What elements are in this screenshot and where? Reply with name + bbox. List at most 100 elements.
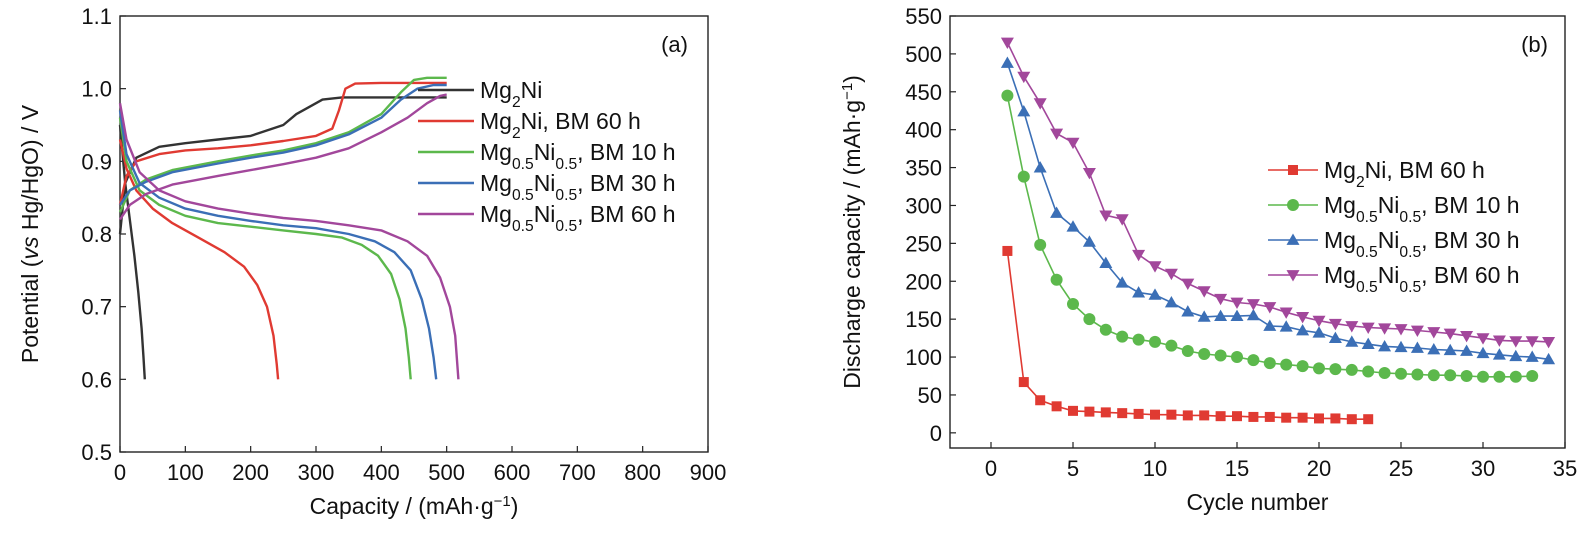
- data-point: [1246, 299, 1260, 311]
- legend-marker: [1286, 233, 1300, 245]
- data-point: [1132, 286, 1146, 298]
- x-tick-label: 15: [1225, 456, 1249, 481]
- data-point: [1099, 323, 1112, 336]
- discharge-curve: [118, 102, 460, 380]
- data-point: [1164, 295, 1178, 308]
- series-3: [118, 83, 447, 380]
- data-point: [1427, 327, 1441, 339]
- y-tick-label: 150: [905, 307, 942, 332]
- data-point: [1460, 344, 1474, 356]
- data-point: [1150, 409, 1160, 420]
- data-point: [1148, 288, 1162, 300]
- data-point: [1248, 411, 1259, 422]
- data-point: [1279, 307, 1293, 319]
- x-axis-title: Capacity / (mAh·g−1): [310, 493, 519, 520]
- data-point: [1132, 249, 1146, 262]
- y-axis-title: Potential (vs Hg/HgO) / V: [17, 104, 43, 363]
- data-point: [1476, 333, 1490, 345]
- data-point: [1460, 370, 1473, 382]
- data-point: [1000, 37, 1014, 50]
- legend-label: Mg0.5Ni0.5, BM 10 h: [480, 139, 676, 173]
- data-point: [1395, 367, 1407, 380]
- charge-curve: [119, 93, 447, 221]
- data-point: [1296, 324, 1310, 336]
- data-point: [1410, 325, 1424, 338]
- x-tick-label: 500: [428, 460, 465, 485]
- data-point: [1542, 337, 1556, 349]
- data-point: [1312, 326, 1326, 338]
- data-point: [1231, 351, 1243, 364]
- data-point: [1476, 346, 1490, 359]
- data-point: [1165, 339, 1178, 352]
- data-point: [1394, 340, 1408, 353]
- data-point: [1296, 360, 1309, 373]
- data-point: [1345, 363, 1358, 376]
- data-point: [1312, 315, 1326, 328]
- data-point: [1296, 312, 1310, 324]
- data-point: [1181, 305, 1195, 317]
- charge-curve: [118, 76, 447, 213]
- series-2: [118, 76, 447, 380]
- charge-curve: [119, 83, 447, 206]
- data-point: [1133, 408, 1144, 419]
- data-point: [1247, 354, 1260, 367]
- data-point: [1117, 408, 1128, 419]
- series-3: [1000, 37, 1556, 349]
- data-point: [1378, 339, 1392, 352]
- data-point: [1411, 368, 1424, 381]
- data-point: [1509, 370, 1522, 383]
- data-point: [1492, 335, 1506, 347]
- data-point: [1330, 413, 1341, 424]
- series-line: [1006, 62, 1549, 361]
- data-point: [1509, 336, 1523, 348]
- legend-marker: [1288, 165, 1298, 175]
- data-point: [1378, 323, 1392, 335]
- legend-label: Mg0.5Ni0.5, BM 60 h: [1324, 262, 1520, 296]
- legend-label: Mg0.5Ni0.5, BM 60 h: [480, 201, 676, 235]
- data-point: [1525, 336, 1539, 348]
- data-point: [1084, 406, 1095, 417]
- data-point: [1230, 297, 1244, 309]
- data-point: [1082, 235, 1096, 247]
- data-point: [1033, 161, 1047, 173]
- series-4: [118, 93, 460, 380]
- data-point: [1361, 322, 1375, 334]
- data-point: [1492, 348, 1506, 360]
- y-tick-label: 0.9: [81, 149, 112, 174]
- legend-marker: [1286, 270, 1300, 282]
- data-point: [1328, 331, 1342, 343]
- x-tick-label: 400: [363, 460, 400, 485]
- data-point: [1083, 313, 1096, 326]
- data-point: [1313, 362, 1325, 375]
- charge-curve: [118, 81, 447, 206]
- data-point: [1345, 321, 1359, 333]
- data-point: [1214, 293, 1228, 306]
- data-point: [1460, 330, 1474, 343]
- panel-a-chart: 0 100 200 300 400 500 600 700 800 900 0.5 0.6 0.7 0.8…: [17, 4, 726, 519]
- y-tick-label: 350: [905, 156, 942, 181]
- data-point: [1264, 411, 1275, 422]
- data-point: [1033, 98, 1047, 110]
- data-point: [1034, 238, 1047, 251]
- data-point: [1427, 369, 1440, 382]
- y-axis-title: Discharge capacity / (mAh·g−1): [839, 75, 866, 389]
- y-tick-label: 50: [918, 383, 942, 408]
- x-tick-label: 300: [298, 460, 335, 485]
- data-point: [1230, 309, 1244, 322]
- data-point: [1197, 286, 1211, 298]
- data-point: [1017, 104, 1031, 117]
- y-tick-label: 100: [905, 345, 942, 370]
- data-point: [1050, 128, 1064, 140]
- data-point: [1493, 370, 1506, 383]
- data-point: [1068, 405, 1078, 416]
- legend-marker: [1287, 199, 1299, 211]
- data-point: [1181, 344, 1194, 357]
- panel-label: (b): [1521, 32, 1548, 57]
- data-point: [1182, 410, 1193, 421]
- data-point: [1115, 214, 1129, 226]
- data-point: [1066, 137, 1080, 150]
- x-axis-title: Cycle number: [1187, 489, 1329, 515]
- data-point: [1263, 302, 1277, 314]
- y-tick-label: 550: [905, 4, 942, 29]
